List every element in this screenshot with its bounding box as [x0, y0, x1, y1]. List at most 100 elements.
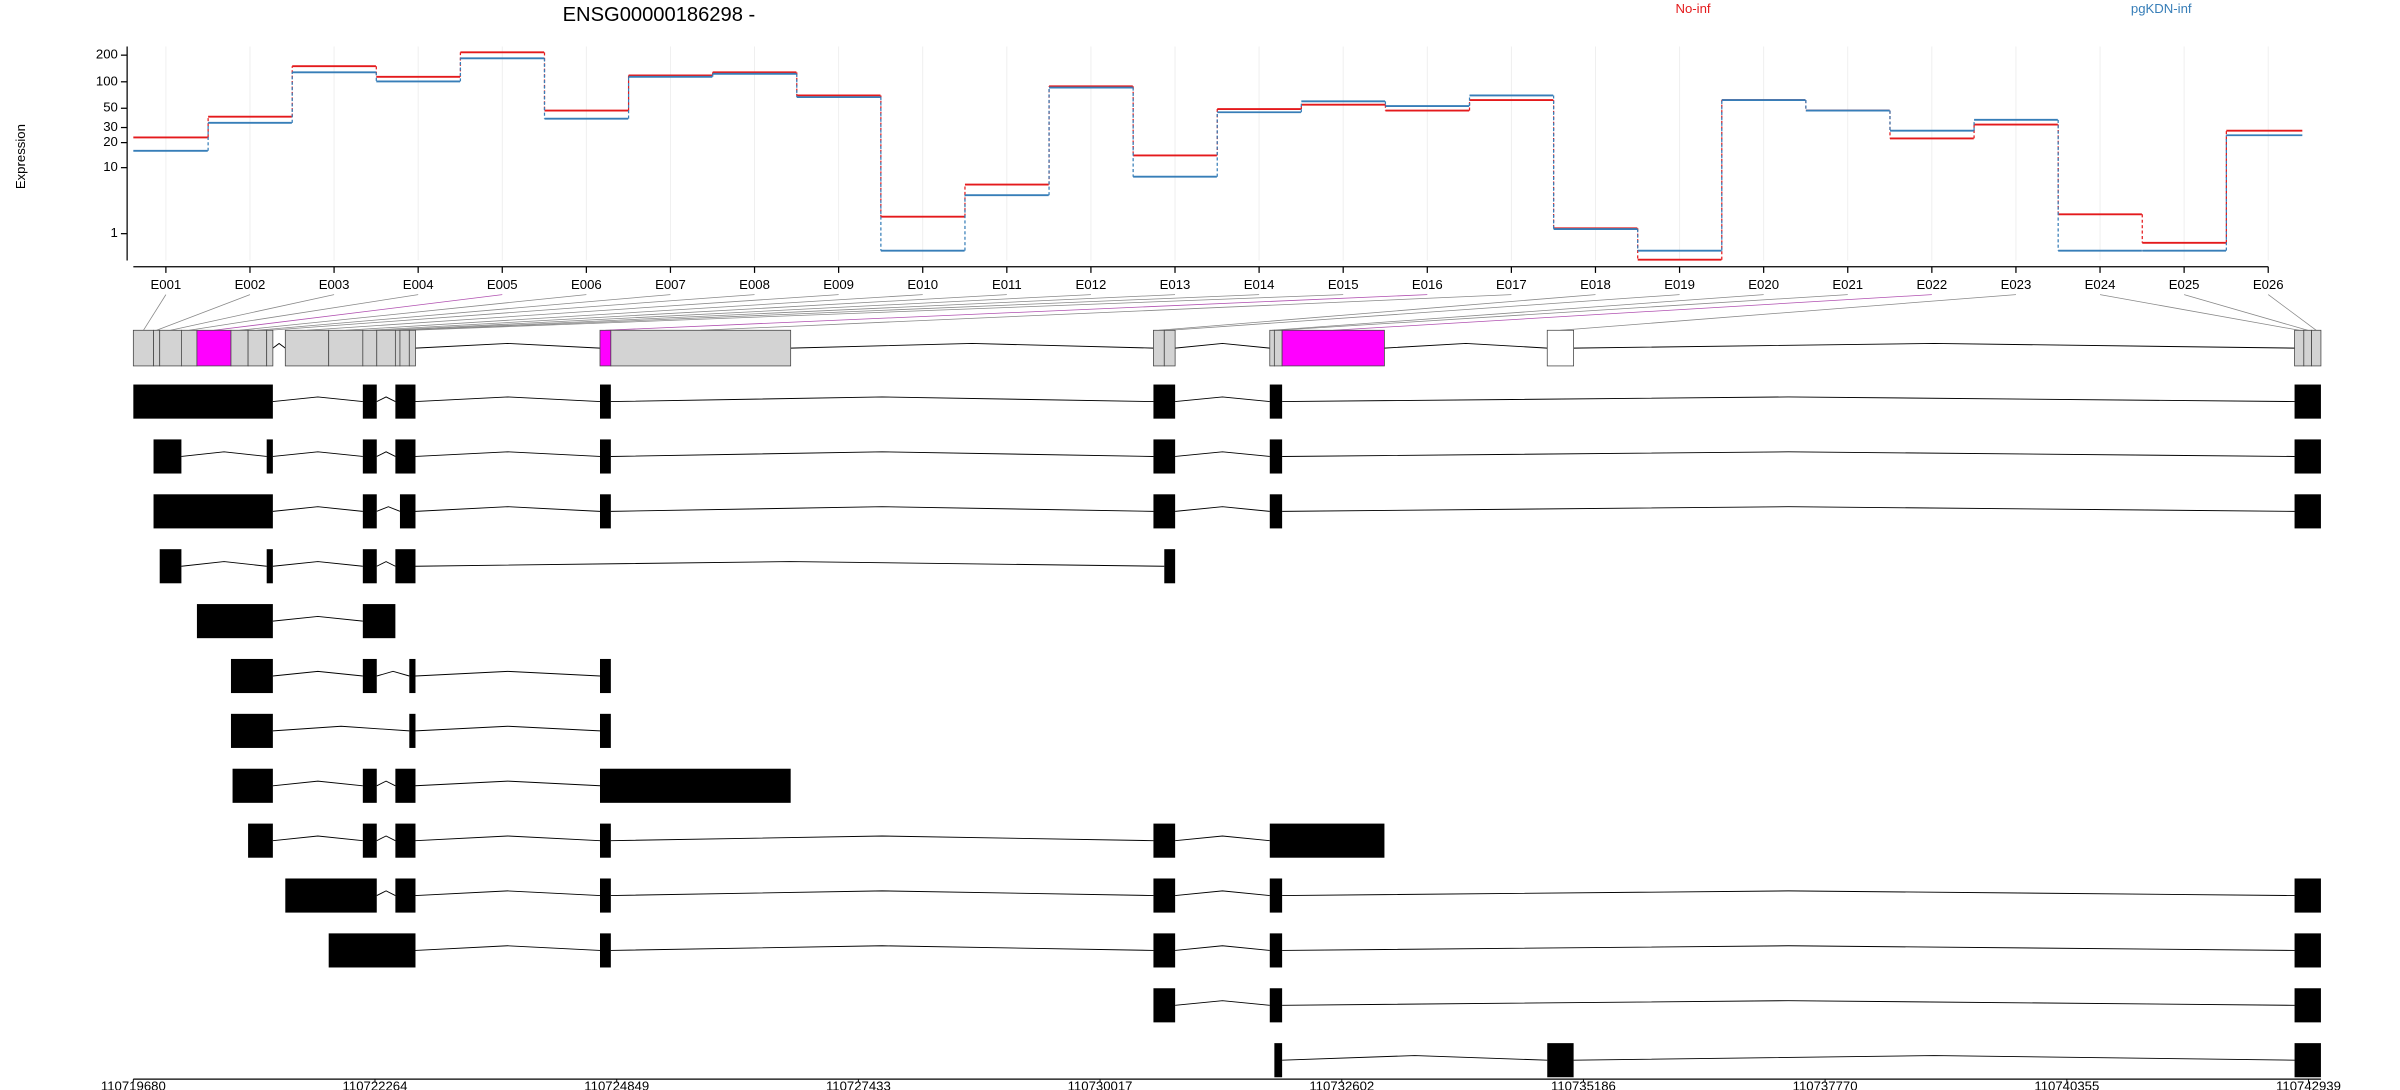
exon [1269, 494, 1283, 529]
intron [1282, 945, 2295, 951]
intron [415, 890, 601, 897]
intron [610, 890, 1154, 897]
x-tick-label: 110740355 [2034, 1078, 2099, 1090]
exon-bin [181, 329, 198, 367]
exon [362, 494, 377, 529]
exon [395, 549, 416, 584]
exon-bin [266, 329, 274, 367]
exon [2294, 878, 2321, 913]
exon-bin [376, 329, 396, 367]
exon-bin [362, 329, 378, 367]
x-tick-label: 110737770 [1793, 1078, 1858, 1090]
exon [153, 439, 182, 474]
bin-link [1560, 294, 2016, 331]
intron [1282, 506, 2295, 512]
intron [1175, 945, 1270, 951]
x-tick-label: 110735186 [1551, 1078, 1616, 1090]
x-tick-label: E025 [2169, 277, 2200, 292]
intron [610, 506, 1154, 512]
exon [2294, 988, 2321, 1023]
intron [415, 342, 601, 349]
intron [181, 451, 267, 457]
bin-link [1158, 294, 1596, 331]
y-tick-label: 20 [103, 134, 118, 149]
intron [272, 561, 363, 567]
x-tick-label: E009 [823, 277, 854, 292]
intron [1384, 342, 1548, 349]
bin-link [1333, 294, 1932, 331]
intron [376, 780, 396, 787]
y-tick-label: 200 [96, 47, 118, 62]
bin-link [397, 294, 1176, 331]
intron [415, 506, 601, 512]
exon [395, 823, 416, 858]
x-tick-label: 110742939 [2276, 1078, 2341, 1090]
exon-bin [2311, 329, 2322, 367]
intron [1175, 1000, 1270, 1006]
intron [376, 561, 396, 567]
intron [610, 451, 1154, 457]
intron [415, 451, 601, 457]
exon [153, 494, 273, 529]
bin-link [1272, 294, 1764, 331]
intron [610, 396, 1154, 403]
exon [599, 933, 611, 968]
intron [415, 561, 1165, 567]
exon-bin [1546, 329, 1575, 367]
exon [2294, 384, 2321, 419]
intron [376, 670, 410, 677]
x-tick-label: E008 [739, 277, 770, 292]
x-tick-label: 110724849 [584, 1078, 649, 1090]
y-tick-label: 30 [103, 119, 118, 134]
exon [395, 384, 416, 419]
exon-bin [1273, 329, 1283, 367]
exon-bin [1153, 329, 1165, 367]
exon [2294, 1043, 2321, 1078]
intron [272, 451, 363, 457]
bin-link [239, 294, 587, 331]
y-tick-label: 1 [111, 225, 118, 240]
x-tick-label: E011 [992, 277, 1022, 292]
exon-bin [2303, 329, 2312, 367]
bin-link [412, 294, 1344, 331]
exon [599, 658, 611, 694]
bin-link [143, 294, 167, 331]
exon [2294, 439, 2321, 474]
exon [395, 768, 416, 803]
exon [395, 439, 416, 474]
x-tick-label: E020 [1748, 277, 1779, 292]
x-tick-label: E012 [1076, 277, 1107, 292]
intron [1282, 890, 2295, 897]
intron [272, 725, 410, 732]
bin-link [700, 294, 1512, 331]
exon [599, 878, 611, 913]
x-tick-label: E015 [1328, 277, 1359, 292]
exon [599, 384, 611, 419]
legend-entry: pgKDN-inf [2131, 1, 2192, 16]
bin-link [156, 294, 251, 331]
exon-bin [2294, 329, 2305, 367]
exon [1274, 1043, 1283, 1078]
bin-link [386, 294, 1091, 331]
x-tick-label: E016 [1412, 277, 1443, 292]
exon [599, 823, 611, 858]
y-tick-label: 100 [96, 73, 118, 88]
bin-link [1169, 294, 1680, 331]
exon [1547, 1043, 1574, 1078]
intron [1573, 1055, 2295, 1061]
exon [362, 384, 377, 419]
exon [133, 384, 273, 419]
x-tick-label: E019 [1664, 277, 1695, 292]
exon [362, 549, 377, 584]
intron [790, 342, 1154, 349]
bin-link [189, 294, 419, 331]
intron [610, 835, 1154, 842]
x-tick-label: 110732602 [1309, 1078, 1374, 1090]
exon [1153, 384, 1176, 419]
exon [1153, 494, 1176, 529]
exon [2294, 933, 2321, 968]
bin-link [605, 294, 1428, 331]
exon [362, 658, 377, 694]
